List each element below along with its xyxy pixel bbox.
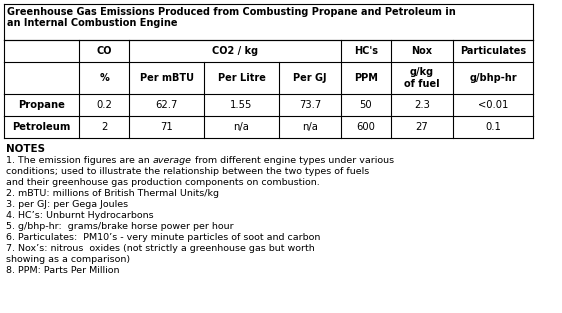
Text: 8. PPM: Parts Per Million: 8. PPM: Parts Per Million — [6, 266, 120, 275]
Text: 73.7: 73.7 — [299, 100, 321, 110]
Text: Petroleum: Petroleum — [12, 122, 71, 132]
Text: PPM: PPM — [354, 73, 378, 83]
Text: Per mBTU: Per mBTU — [139, 73, 193, 83]
Text: from different engine types under various: from different engine types under variou… — [192, 156, 394, 165]
Text: 50: 50 — [360, 100, 372, 110]
Text: 62.7: 62.7 — [155, 100, 178, 110]
Text: CO: CO — [96, 46, 112, 56]
Text: conditions; used to illustrate the relationship between the two types of fuels: conditions; used to illustrate the relat… — [6, 167, 369, 176]
Text: n/a: n/a — [302, 122, 318, 132]
Text: Per Litre: Per Litre — [217, 73, 265, 83]
Text: 1. The emission figures are an: 1. The emission figures are an — [6, 156, 153, 165]
Text: 2.3: 2.3 — [414, 100, 430, 110]
Text: and their greenhouse gas production components on combustion.: and their greenhouse gas production comp… — [6, 178, 320, 187]
Text: Greenhouse Gas Emissions Produced from Combusting Propane and Petroleum in: Greenhouse Gas Emissions Produced from C… — [7, 7, 456, 17]
Text: showing as a comparison): showing as a comparison) — [6, 255, 130, 264]
Text: 7. Nox’s: nitrous  oxides (not strictly a greenhouse gas but worth: 7. Nox’s: nitrous oxides (not strictly a… — [6, 244, 315, 253]
Text: n/a: n/a — [234, 122, 250, 132]
Text: 600: 600 — [356, 122, 375, 132]
Text: 6. Particulates:  PM10’s - very minute particles of soot and carbon: 6. Particulates: PM10’s - very minute pa… — [6, 233, 320, 242]
Text: 1.55: 1.55 — [230, 100, 253, 110]
Text: 0.1: 0.1 — [485, 122, 501, 132]
Text: Nox: Nox — [411, 46, 433, 56]
Text: 5. g/bhp-hr:  grams/brake horse power per hour: 5. g/bhp-hr: grams/brake horse power per… — [6, 222, 234, 231]
Text: average: average — [153, 156, 192, 165]
Text: 71: 71 — [160, 122, 173, 132]
Text: 2. mBTU: millions of British Thermal Units/kg: 2. mBTU: millions of British Thermal Uni… — [6, 189, 219, 198]
Text: Per GJ: Per GJ — [293, 73, 327, 83]
Text: 27: 27 — [416, 122, 428, 132]
Text: NOTES: NOTES — [6, 144, 45, 154]
Text: HC's: HC's — [354, 46, 378, 56]
Text: g/kg
of fuel: g/kg of fuel — [404, 67, 440, 89]
Text: Propane: Propane — [18, 100, 65, 110]
Text: an Internal Combustion Engine: an Internal Combustion Engine — [7, 18, 178, 28]
Text: 3. per GJ: per Gega Joules: 3. per GJ: per Gega Joules — [6, 200, 128, 209]
Text: 0.2: 0.2 — [96, 100, 112, 110]
Text: <0.01: <0.01 — [478, 100, 508, 110]
Text: CO2 / kg: CO2 / kg — [212, 46, 258, 56]
Text: 4. HC’s: Unburnt Hydrocarbons: 4. HC’s: Unburnt Hydrocarbons — [6, 211, 153, 220]
Text: Particulates: Particulates — [460, 46, 526, 56]
Text: g/bhp-hr: g/bhp-hr — [469, 73, 517, 83]
Text: 2: 2 — [101, 122, 107, 132]
Text: %: % — [99, 73, 109, 83]
